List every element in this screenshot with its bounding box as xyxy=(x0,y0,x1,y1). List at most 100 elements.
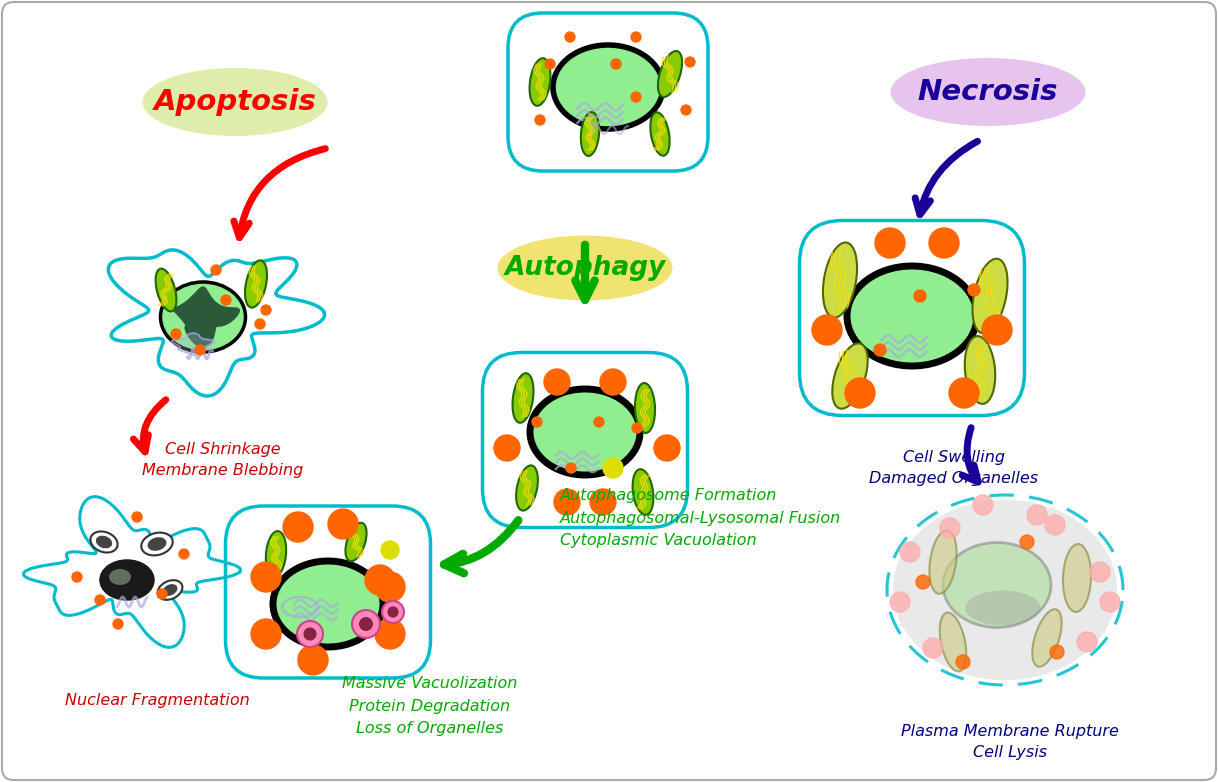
Ellipse shape xyxy=(581,112,599,156)
Ellipse shape xyxy=(658,51,682,97)
Ellipse shape xyxy=(157,580,183,600)
Ellipse shape xyxy=(162,584,178,596)
Circle shape xyxy=(929,228,959,258)
FancyBboxPatch shape xyxy=(799,221,1024,415)
Circle shape xyxy=(544,369,570,395)
Circle shape xyxy=(681,105,691,115)
Circle shape xyxy=(1050,645,1065,659)
FancyBboxPatch shape xyxy=(482,353,687,528)
Circle shape xyxy=(1045,515,1065,535)
Circle shape xyxy=(890,592,910,612)
Circle shape xyxy=(845,378,875,408)
Circle shape xyxy=(1019,535,1034,549)
Ellipse shape xyxy=(965,336,995,404)
Ellipse shape xyxy=(1033,609,1062,667)
Ellipse shape xyxy=(929,530,956,594)
Circle shape xyxy=(982,315,1012,345)
Ellipse shape xyxy=(847,266,977,366)
Circle shape xyxy=(532,417,542,427)
Circle shape xyxy=(375,619,406,649)
Circle shape xyxy=(375,572,406,602)
Ellipse shape xyxy=(266,531,286,577)
Ellipse shape xyxy=(832,343,867,409)
Circle shape xyxy=(1027,505,1047,525)
Circle shape xyxy=(381,541,400,559)
Circle shape xyxy=(590,489,616,515)
Ellipse shape xyxy=(940,612,966,672)
Text: Necrosis: Necrosis xyxy=(917,78,1058,106)
Circle shape xyxy=(654,435,680,461)
Circle shape xyxy=(179,549,189,559)
Circle shape xyxy=(195,345,205,355)
Ellipse shape xyxy=(823,242,857,317)
Polygon shape xyxy=(171,287,239,347)
Ellipse shape xyxy=(943,543,1051,627)
Ellipse shape xyxy=(632,469,653,515)
FancyBboxPatch shape xyxy=(508,13,708,171)
Ellipse shape xyxy=(101,561,153,599)
Text: Autophagosome Formation
Autophagosomal-Lysosomal Fusion
Cytoplasmic Vacuolation: Autophagosome Formation Autophagosomal-L… xyxy=(560,488,842,547)
Ellipse shape xyxy=(893,500,1117,680)
Ellipse shape xyxy=(530,58,551,106)
Circle shape xyxy=(298,645,328,675)
Circle shape xyxy=(211,265,220,275)
Circle shape xyxy=(566,463,576,473)
Ellipse shape xyxy=(530,389,639,475)
Text: Cell Swelling
Damaged Organelles: Cell Swelling Damaged Organelles xyxy=(870,450,1039,486)
Circle shape xyxy=(171,329,181,339)
Circle shape xyxy=(304,628,315,640)
Circle shape xyxy=(1090,562,1110,582)
Circle shape xyxy=(812,315,842,345)
Circle shape xyxy=(251,562,281,592)
Circle shape xyxy=(875,228,905,258)
Ellipse shape xyxy=(96,536,112,548)
Ellipse shape xyxy=(516,465,538,511)
Text: Autophagy: Autophagy xyxy=(504,255,666,281)
Circle shape xyxy=(220,295,231,305)
Circle shape xyxy=(132,512,143,522)
Ellipse shape xyxy=(972,259,1007,333)
Polygon shape xyxy=(172,333,214,355)
Circle shape xyxy=(973,495,993,515)
Circle shape xyxy=(956,655,970,669)
Circle shape xyxy=(283,512,313,542)
Ellipse shape xyxy=(346,523,367,561)
Text: Plasma Membrane Rupture
Cell Lysis: Plasma Membrane Rupture Cell Lysis xyxy=(901,724,1119,760)
Polygon shape xyxy=(23,497,240,647)
Ellipse shape xyxy=(890,58,1085,126)
Ellipse shape xyxy=(1063,544,1091,612)
Ellipse shape xyxy=(966,590,1040,626)
Circle shape xyxy=(495,435,520,461)
Circle shape xyxy=(632,423,642,433)
Circle shape xyxy=(113,619,123,629)
Circle shape xyxy=(914,290,926,302)
Circle shape xyxy=(535,115,544,125)
Ellipse shape xyxy=(650,113,670,156)
Ellipse shape xyxy=(156,269,177,311)
Circle shape xyxy=(900,542,920,562)
Circle shape xyxy=(940,518,960,538)
Circle shape xyxy=(631,92,641,102)
Circle shape xyxy=(389,607,398,617)
Circle shape xyxy=(261,305,270,315)
Circle shape xyxy=(359,618,373,630)
Circle shape xyxy=(255,319,266,329)
Ellipse shape xyxy=(245,260,267,307)
Circle shape xyxy=(968,284,980,296)
FancyBboxPatch shape xyxy=(225,506,430,678)
Ellipse shape xyxy=(147,537,167,551)
Text: Nuclear Fragmentation: Nuclear Fragmentation xyxy=(65,693,250,708)
Ellipse shape xyxy=(90,532,118,553)
Ellipse shape xyxy=(141,533,173,555)
Ellipse shape xyxy=(513,373,533,423)
Circle shape xyxy=(328,509,358,539)
Ellipse shape xyxy=(273,561,382,647)
Circle shape xyxy=(352,610,380,638)
Ellipse shape xyxy=(108,569,132,585)
Circle shape xyxy=(297,621,323,647)
Circle shape xyxy=(554,489,580,515)
Circle shape xyxy=(1077,632,1097,652)
Circle shape xyxy=(594,417,604,427)
Circle shape xyxy=(157,589,167,599)
Circle shape xyxy=(600,369,626,395)
